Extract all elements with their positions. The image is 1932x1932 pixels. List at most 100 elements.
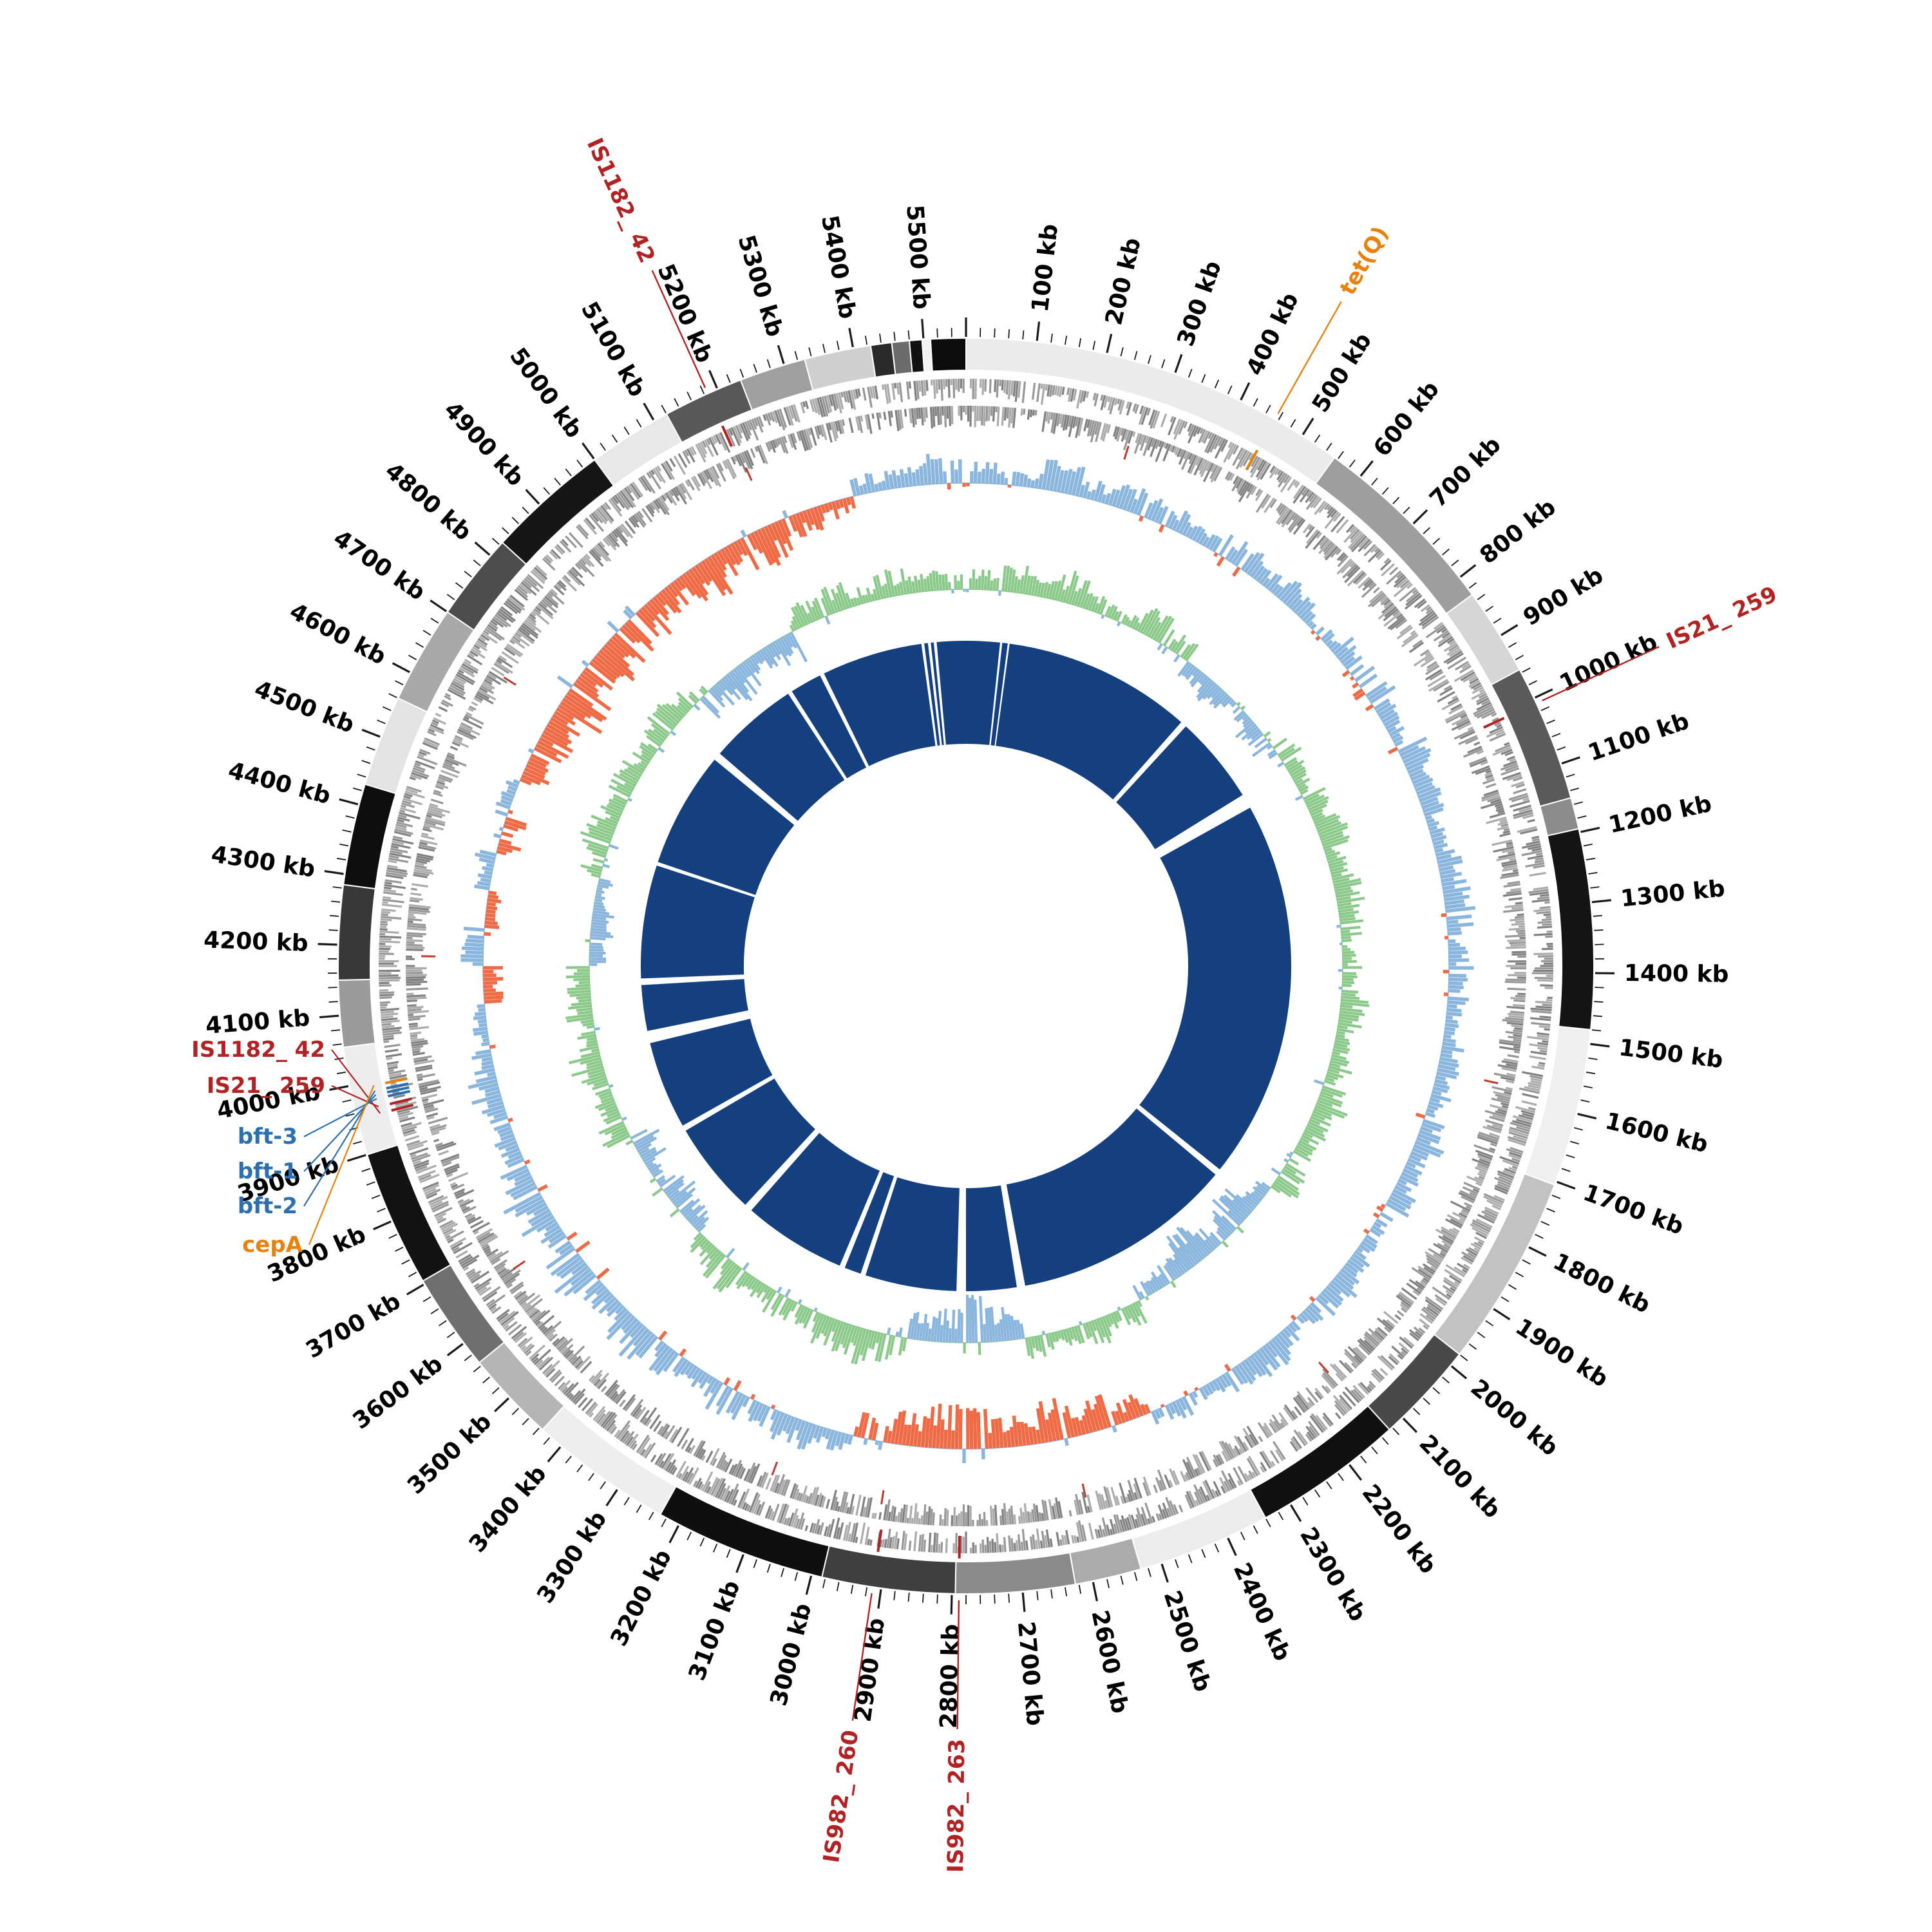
gc-content-bar — [1181, 663, 1193, 676]
gc-content-bar — [674, 1187, 696, 1206]
cds-bar — [1388, 1353, 1400, 1364]
gc-skew-bar — [878, 1441, 883, 1450]
gc-content-bar — [741, 1274, 752, 1287]
cds-bar — [1494, 721, 1501, 726]
cds-bar — [1452, 715, 1468, 726]
cds-bar — [600, 1411, 614, 1427]
gc-content-bar — [652, 1169, 663, 1178]
cds-bar — [1370, 1372, 1381, 1383]
gc-skew-bar — [706, 1376, 714, 1385]
cds-bar — [839, 419, 845, 434]
cds-bar — [570, 1390, 582, 1402]
cds-bar — [774, 1482, 780, 1493]
gc-content-bar — [1340, 1004, 1353, 1009]
gc-skew-bar — [591, 1288, 609, 1305]
cds-bar — [398, 1112, 413, 1118]
cds-bar — [409, 1147, 429, 1156]
cds-bar — [429, 1124, 440, 1129]
gc-skew-bar — [1208, 1381, 1217, 1392]
cds-bar — [1027, 409, 1030, 420]
minor-tick — [864, 336, 867, 345]
cds-bar — [505, 1321, 518, 1332]
cds-bar — [913, 408, 917, 425]
minor-tick — [822, 1578, 826, 1588]
gc-skew-bar — [467, 934, 484, 940]
gc-content-bar — [580, 1019, 594, 1024]
cds-bar — [860, 415, 864, 422]
gc-content-bar — [1311, 808, 1323, 817]
gc-content-bar — [592, 1082, 609, 1091]
gc-skew-bar — [486, 863, 494, 868]
gc-skew-bar — [720, 548, 739, 576]
cds-bar — [1223, 442, 1235, 463]
gc-skew-bar — [1443, 891, 1463, 898]
cds-bar — [412, 883, 428, 888]
cds-bar — [1296, 1390, 1311, 1409]
cds-bar — [1508, 1131, 1528, 1139]
gc-content-bar — [1096, 596, 1106, 614]
cds-bar — [1249, 453, 1255, 461]
cds-bar — [715, 1452, 726, 1468]
cds-bar — [1380, 597, 1390, 606]
gc-skew-bar — [1003, 1432, 1008, 1448]
gc-content-bar — [1057, 1331, 1062, 1340]
gc-content-bar — [744, 659, 756, 674]
cds-bar — [1206, 461, 1212, 471]
major-tick — [1557, 1180, 1576, 1190]
cds-bar — [410, 774, 422, 780]
cds-bar — [379, 991, 395, 994]
cds-bar — [568, 532, 583, 548]
gc-content-bar — [591, 1048, 600, 1053]
cds-bar — [811, 1486, 820, 1506]
gc-content-bar — [576, 996, 591, 1000]
cds-bar — [460, 1205, 467, 1210]
gc-content-bar — [931, 1316, 936, 1341]
cds-bar — [590, 1369, 603, 1383]
cds-bar — [1502, 772, 1521, 781]
cds-bar — [1041, 1530, 1046, 1549]
cds-bar — [1278, 505, 1287, 516]
gc-skew-bar — [1309, 1296, 1316, 1302]
cds-bar — [453, 1242, 473, 1255]
cds-bar — [522, 622, 539, 636]
cds-bar — [1537, 896, 1549, 900]
gc-content-bar — [656, 707, 678, 726]
cds-bar — [403, 795, 411, 800]
cds-bar — [726, 1488, 734, 1503]
cds-bar — [746, 1504, 751, 1512]
cds-bar — [493, 1259, 507, 1269]
gc-skew-bar — [1023, 474, 1028, 487]
cds-bar — [699, 1449, 706, 1460]
cds-bar — [1535, 1001, 1553, 1004]
gc-content-bar — [1339, 1016, 1359, 1022]
cds-bar — [1106, 424, 1111, 433]
gc-skew-bar — [750, 1394, 756, 1400]
cds-bar — [604, 536, 617, 551]
gene-label: IS982_ 260 — [819, 1728, 864, 1865]
gc-skew-bar — [477, 873, 492, 880]
cds-bar — [1368, 582, 1376, 589]
cds-bar — [1041, 1499, 1047, 1521]
cds-bar — [1206, 1495, 1211, 1501]
gc-skew-bar — [530, 1211, 553, 1227]
gc-content-bar — [1042, 582, 1048, 598]
gc-content-bar — [577, 1010, 592, 1015]
cds-bar — [497, 657, 513, 668]
gc-content-bar — [971, 1294, 975, 1343]
gc-skew-bar — [1448, 989, 1461, 993]
gc-skew-bar — [679, 1361, 692, 1376]
cds-bar — [1504, 1017, 1524, 1021]
alignment-block — [844, 1172, 895, 1274]
gc-skew-bar — [621, 1315, 636, 1331]
gc-content-bar — [1325, 849, 1336, 855]
cds-bar — [1068, 415, 1072, 427]
minor-tick — [1586, 857, 1595, 861]
minor-tick — [1583, 843, 1593, 847]
cds-bar — [733, 1459, 743, 1477]
gc-content-bar — [589, 957, 607, 961]
cds-bar — [1384, 1326, 1391, 1333]
minor-tick — [1546, 1208, 1555, 1213]
minor-tick — [1265, 1519, 1271, 1528]
cds-bar — [1332, 1395, 1349, 1413]
cds-bar — [595, 1372, 610, 1388]
